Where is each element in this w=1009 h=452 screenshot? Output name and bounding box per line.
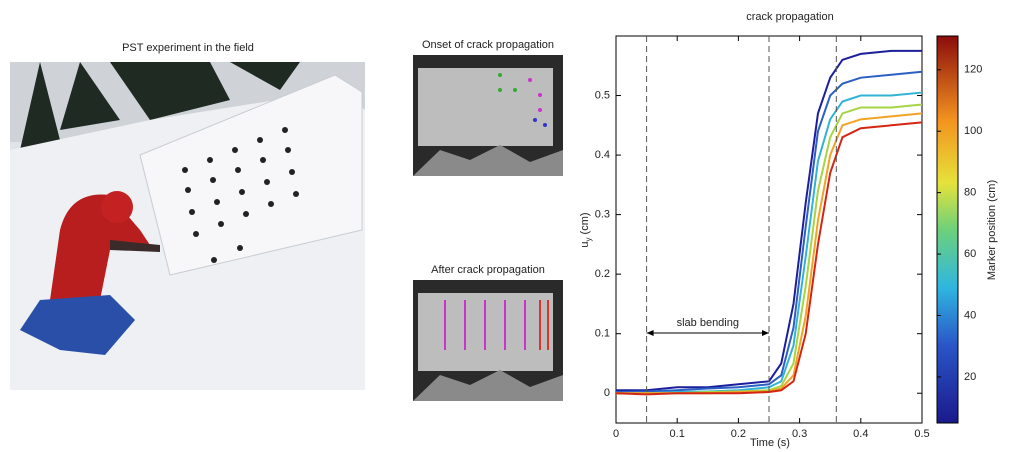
field-photo (10, 62, 365, 390)
y-tick-label: 0.5 (595, 89, 610, 101)
y-tick-label: 0.3 (595, 209, 610, 221)
onset-title: Onset of crack propagation (422, 39, 554, 51)
y-label-unit: (cm) (579, 212, 591, 234)
colorbar-label: Marker position (cm) (986, 180, 998, 280)
x-tick-label: 0.3 (792, 428, 807, 440)
x-tick-label: 0.4 (853, 428, 868, 440)
colorbar-tick-label: 20 (964, 371, 976, 383)
colorbar-tick-label: 60 (964, 248, 976, 260)
colorbar (937, 36, 958, 423)
y-tick-label: 0.4 (595, 149, 610, 161)
figure: PST experiment in the field Onset of cra… (0, 0, 1009, 452)
x-tick-label: 0.1 (670, 428, 685, 440)
y-label-sub: y (584, 237, 593, 241)
y-tick-label: 0.1 (595, 328, 610, 340)
after-title: After crack propagation (431, 264, 545, 276)
colorbar-tick-label: 120 (964, 64, 982, 76)
annotation: slab bending (677, 317, 739, 329)
colorbar-tick-label: 80 (964, 187, 976, 199)
x-tick-label: 0.5 (914, 428, 929, 440)
photo-title: PST experiment in the field (122, 42, 254, 54)
y-tick-label: 0 (604, 387, 610, 399)
x-tick-label: 0.2 (731, 428, 746, 440)
chart-title: crack propagation (746, 11, 833, 23)
after-image (413, 280, 563, 401)
colorbar-tick-label: 40 (964, 309, 976, 321)
x-tick-label: 0 (613, 428, 619, 440)
colorbar-tick-label: 100 (964, 125, 982, 137)
x-axis-label: Time (s) (750, 437, 790, 449)
onset-image (413, 55, 563, 176)
y-tick-label: 0.2 (595, 268, 610, 280)
